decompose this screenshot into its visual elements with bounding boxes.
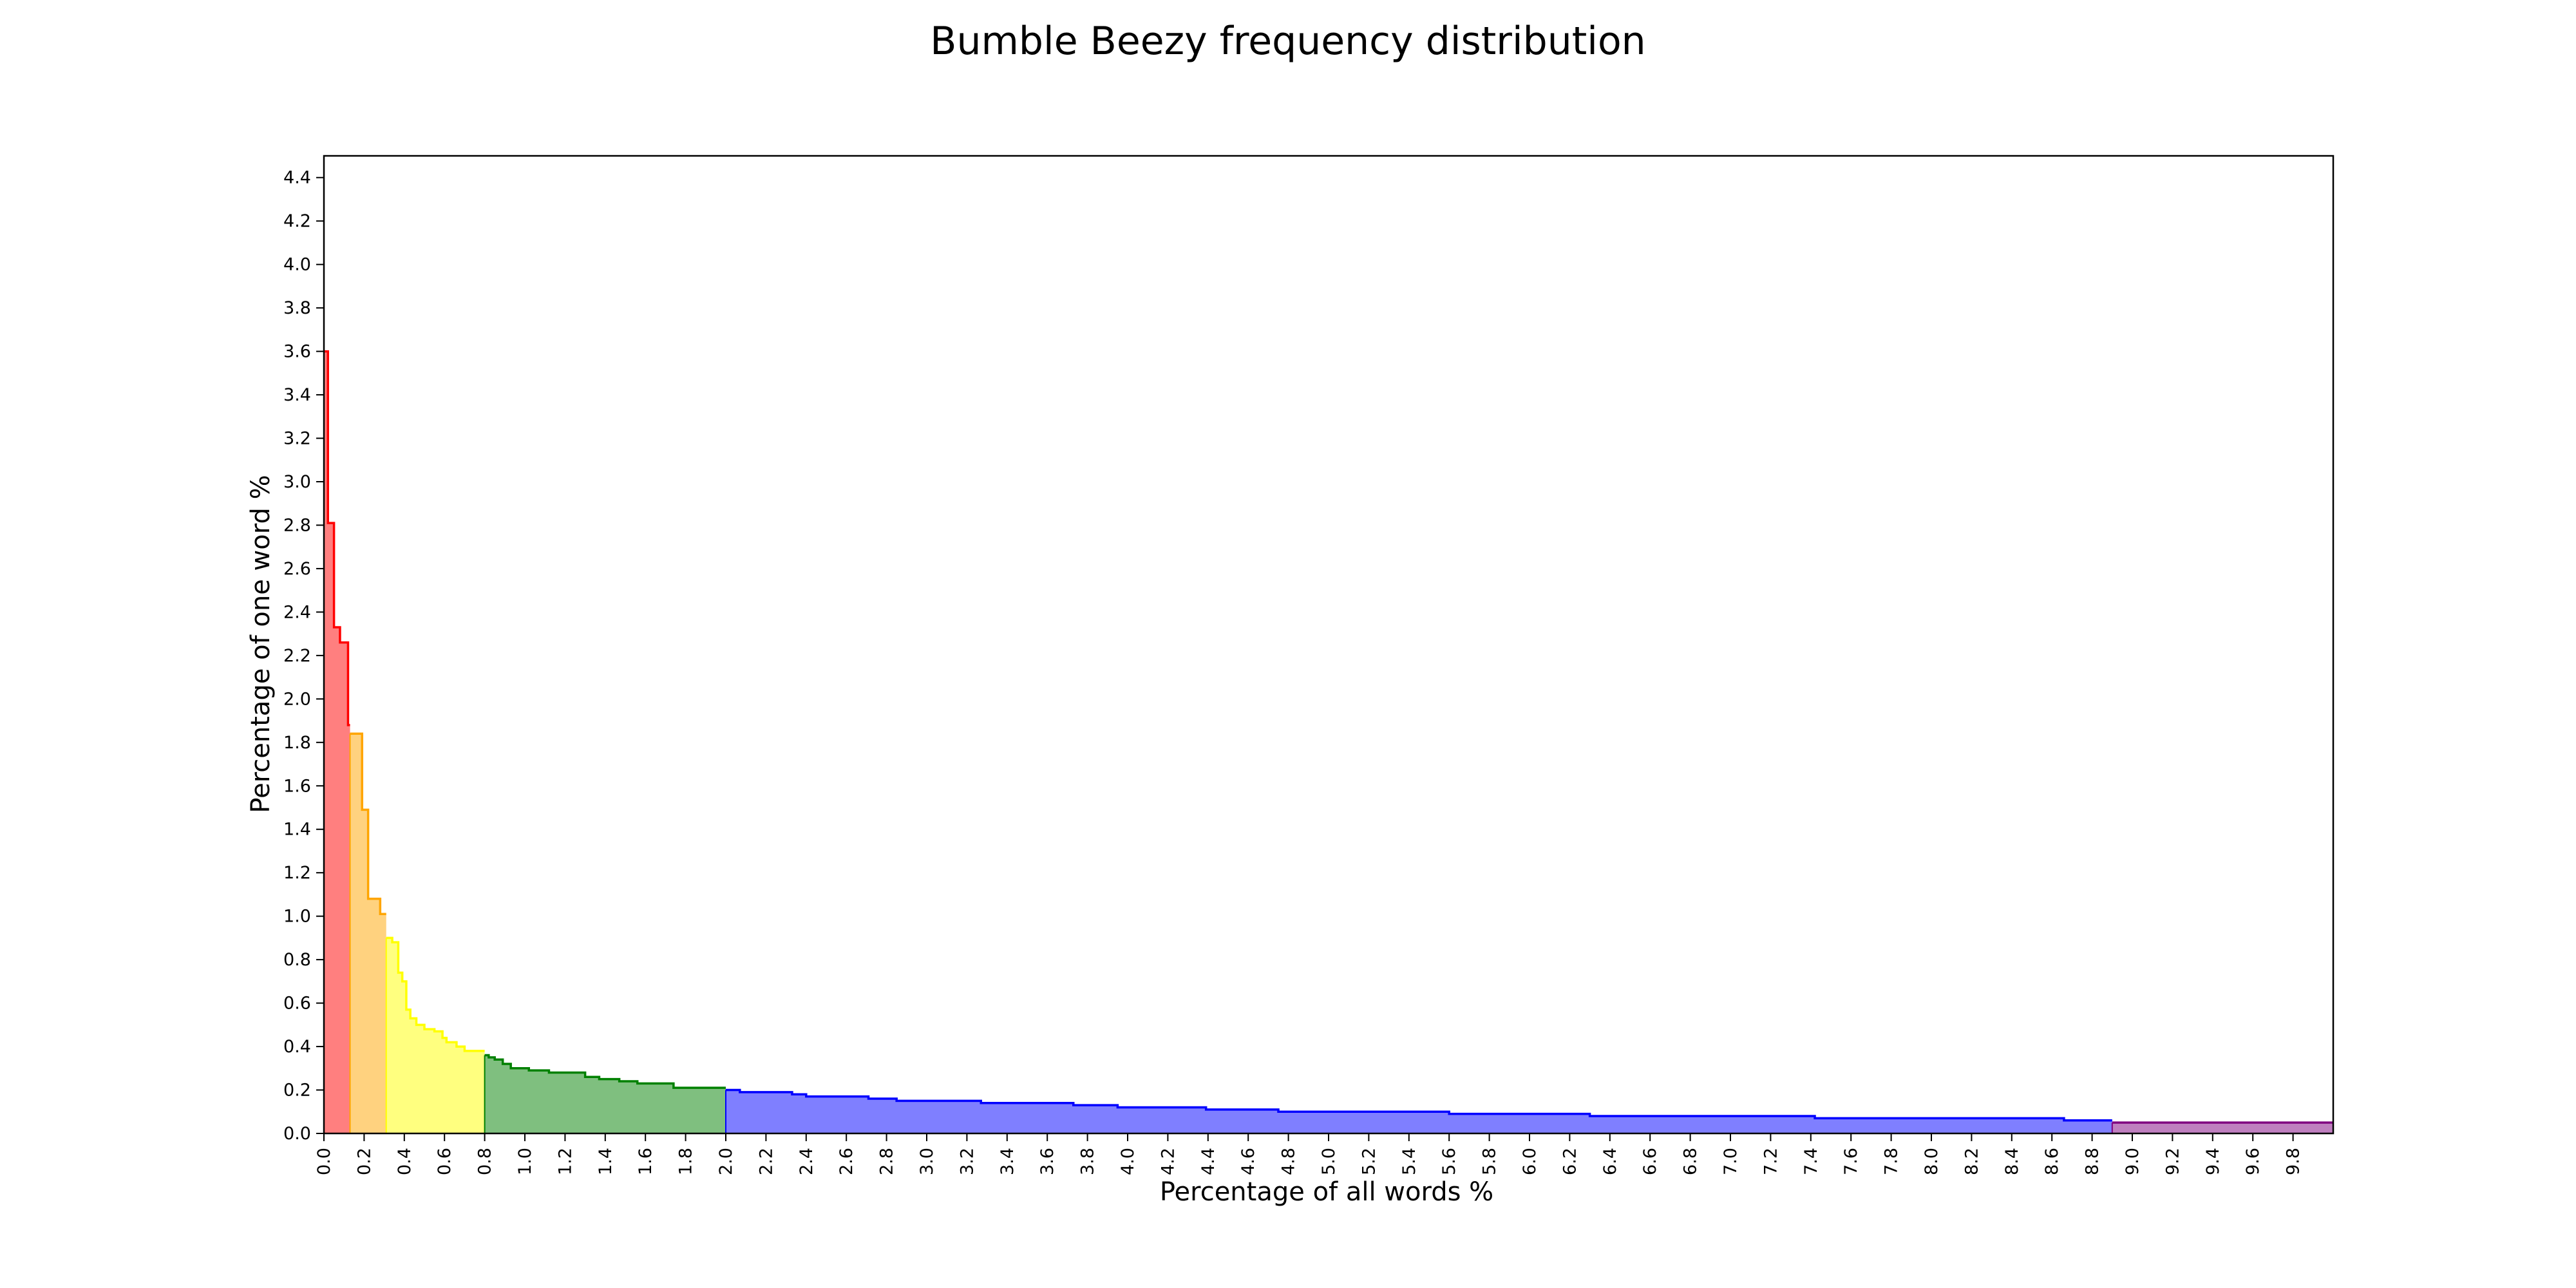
x-tick-label-14: 2.8 — [877, 1148, 897, 1175]
y-axis-label: Percentage of one word % — [246, 475, 276, 813]
x-tick-label-2: 0.4 — [395, 1148, 415, 1175]
x-tick-label-27: 5.4 — [1399, 1148, 1419, 1175]
x-tick-label-11: 2.2 — [756, 1148, 776, 1175]
x-tick-label-46: 9.2 — [2163, 1148, 2183, 1175]
series-0-area — [324, 351, 350, 1133]
x-tick-label-39: 7.8 — [1882, 1148, 1902, 1175]
y-tick-label-7: 1.4 — [283, 820, 311, 840]
x-tick-label-34: 6.8 — [1681, 1148, 1701, 1175]
x-tick-label-21: 4.2 — [1158, 1148, 1178, 1175]
x-tick-label-17: 3.4 — [998, 1148, 1018, 1175]
x-tick-label-8: 1.6 — [636, 1148, 656, 1175]
x-tick-label-23: 4.6 — [1238, 1148, 1258, 1175]
y-tick-label-22: 4.4 — [283, 168, 311, 188]
x-tick-label-38: 7.6 — [1841, 1148, 1861, 1175]
x-tick-label-45: 9.0 — [2123, 1148, 2143, 1175]
y-tick-label-15: 3.0 — [283, 472, 311, 492]
y-tick-label-21: 4.2 — [283, 211, 311, 231]
y-tick-label-1: 0.2 — [283, 1081, 311, 1101]
y-tick-label-16: 3.2 — [283, 429, 311, 449]
x-tick-label-20: 4.0 — [1118, 1148, 1138, 1175]
x-tick-label-37: 7.4 — [1801, 1148, 1821, 1175]
x-tick-label-29: 5.8 — [1480, 1148, 1500, 1175]
y-tick-label-2: 0.4 — [283, 1037, 311, 1057]
y-tick-label-19: 3.8 — [283, 298, 311, 318]
series-5-area — [2112, 1122, 2333, 1133]
y-tick-label-6: 1.2 — [283, 863, 311, 883]
x-tick-label-31: 6.2 — [1560, 1148, 1580, 1175]
x-tick-label-12: 2.4 — [797, 1148, 817, 1175]
x-tick-label-10: 2.0 — [716, 1148, 736, 1175]
x-tick-label-40: 8.0 — [1922, 1148, 1942, 1175]
x-tick-label-32: 6.4 — [1600, 1148, 1620, 1175]
y-tick-label-11: 2.2 — [283, 646, 311, 666]
x-tick-label-28: 5.6 — [1439, 1148, 1459, 1175]
series-3-area — [484, 1055, 726, 1133]
series-1-line — [350, 732, 386, 916]
y-axis: 0.0 0.2 0.4 0.6 0.8 1.0 1.2 1.4 1.6 1.8 2.0 2.2 2.4 2… — [283, 168, 324, 1144]
x-tick-label-24: 4.8 — [1279, 1148, 1299, 1175]
x-tick-label-7: 1.4 — [596, 1148, 616, 1175]
x-tick-label-4: 0.8 — [475, 1148, 495, 1175]
chart-title: Bumble Beezy frequency distribution — [930, 19, 1645, 64]
y-tick-label-10: 2.0 — [283, 689, 311, 709]
x-tick-label-30: 6.0 — [1520, 1148, 1540, 1175]
x-tick-label-5: 1.0 — [515, 1148, 535, 1175]
y-tick-label-9: 1.8 — [283, 733, 311, 753]
x-tick-label-15: 3.0 — [917, 1148, 937, 1175]
y-tick-label-20: 4.0 — [283, 255, 311, 275]
x-tick-label-49: 9.8 — [2284, 1148, 2304, 1175]
x-tick-label-3: 0.6 — [435, 1148, 455, 1175]
y-tick-label-4: 0.8 — [283, 950, 311, 970]
x-tick-label-19: 3.8 — [1078, 1148, 1098, 1175]
x-tick-label-26: 5.2 — [1359, 1148, 1379, 1175]
x-tick-label-9: 1.8 — [676, 1148, 696, 1175]
x-tick-label-18: 3.6 — [1037, 1148, 1057, 1175]
x-tick-label-13: 2.6 — [837, 1148, 857, 1175]
series-0-line — [324, 350, 350, 726]
x-tick-label-35: 7.0 — [1721, 1148, 1741, 1175]
x-tick-label-1: 0.2 — [354, 1148, 374, 1175]
x-axis: 0.0 0.2 0.4 0.6 0.8 1.0 1.2 1.4 1.6 1.8 2.0 2.2 2.4 2… — [314, 1133, 2304, 1175]
series-layer — [323, 350, 2333, 1133]
y-tick-label-0: 0.0 — [283, 1124, 311, 1144]
x-tick-label-22: 4.4 — [1198, 1148, 1218, 1175]
y-tick-label-3: 0.6 — [283, 994, 311, 1014]
x-tick-label-25: 5.0 — [1319, 1148, 1339, 1175]
x-tick-label-33: 6.6 — [1640, 1148, 1660, 1175]
y-tick-label-18: 3.6 — [283, 342, 311, 362]
x-axis-label: Percentage of all words % — [1160, 1177, 1493, 1207]
series-2-line — [386, 936, 485, 1052]
x-tick-label-6: 1.2 — [555, 1148, 575, 1175]
y-tick-label-5: 1.0 — [283, 907, 311, 927]
y-tick-label-13: 2.6 — [283, 559, 311, 579]
x-tick-label-44: 8.8 — [2083, 1148, 2103, 1175]
y-tick-label-8: 1.6 — [283, 776, 311, 796]
x-tick-label-43: 8.6 — [2042, 1148, 2062, 1175]
x-tick-label-42: 8.4 — [2002, 1148, 2022, 1175]
series-4-line — [726, 1088, 2112, 1122]
x-tick-label-16: 3.2 — [957, 1148, 977, 1175]
y-tick-label-14: 2.8 — [283, 515, 311, 535]
y-tick-label-12: 2.4 — [283, 602, 311, 622]
y-tick-label-17: 3.4 — [283, 385, 311, 405]
x-tick-label-48: 9.6 — [2243, 1148, 2263, 1175]
series-3-line — [484, 1054, 726, 1089]
x-tick-label-47: 9.4 — [2203, 1148, 2223, 1175]
x-tick-label-36: 7.2 — [1761, 1148, 1781, 1175]
series-4-area — [726, 1090, 2112, 1133]
x-tick-label-41: 8.2 — [1962, 1148, 1982, 1175]
series-1-area — [350, 734, 386, 1133]
series-2-area — [386, 938, 485, 1133]
x-tick-label-0: 0.0 — [314, 1148, 334, 1175]
